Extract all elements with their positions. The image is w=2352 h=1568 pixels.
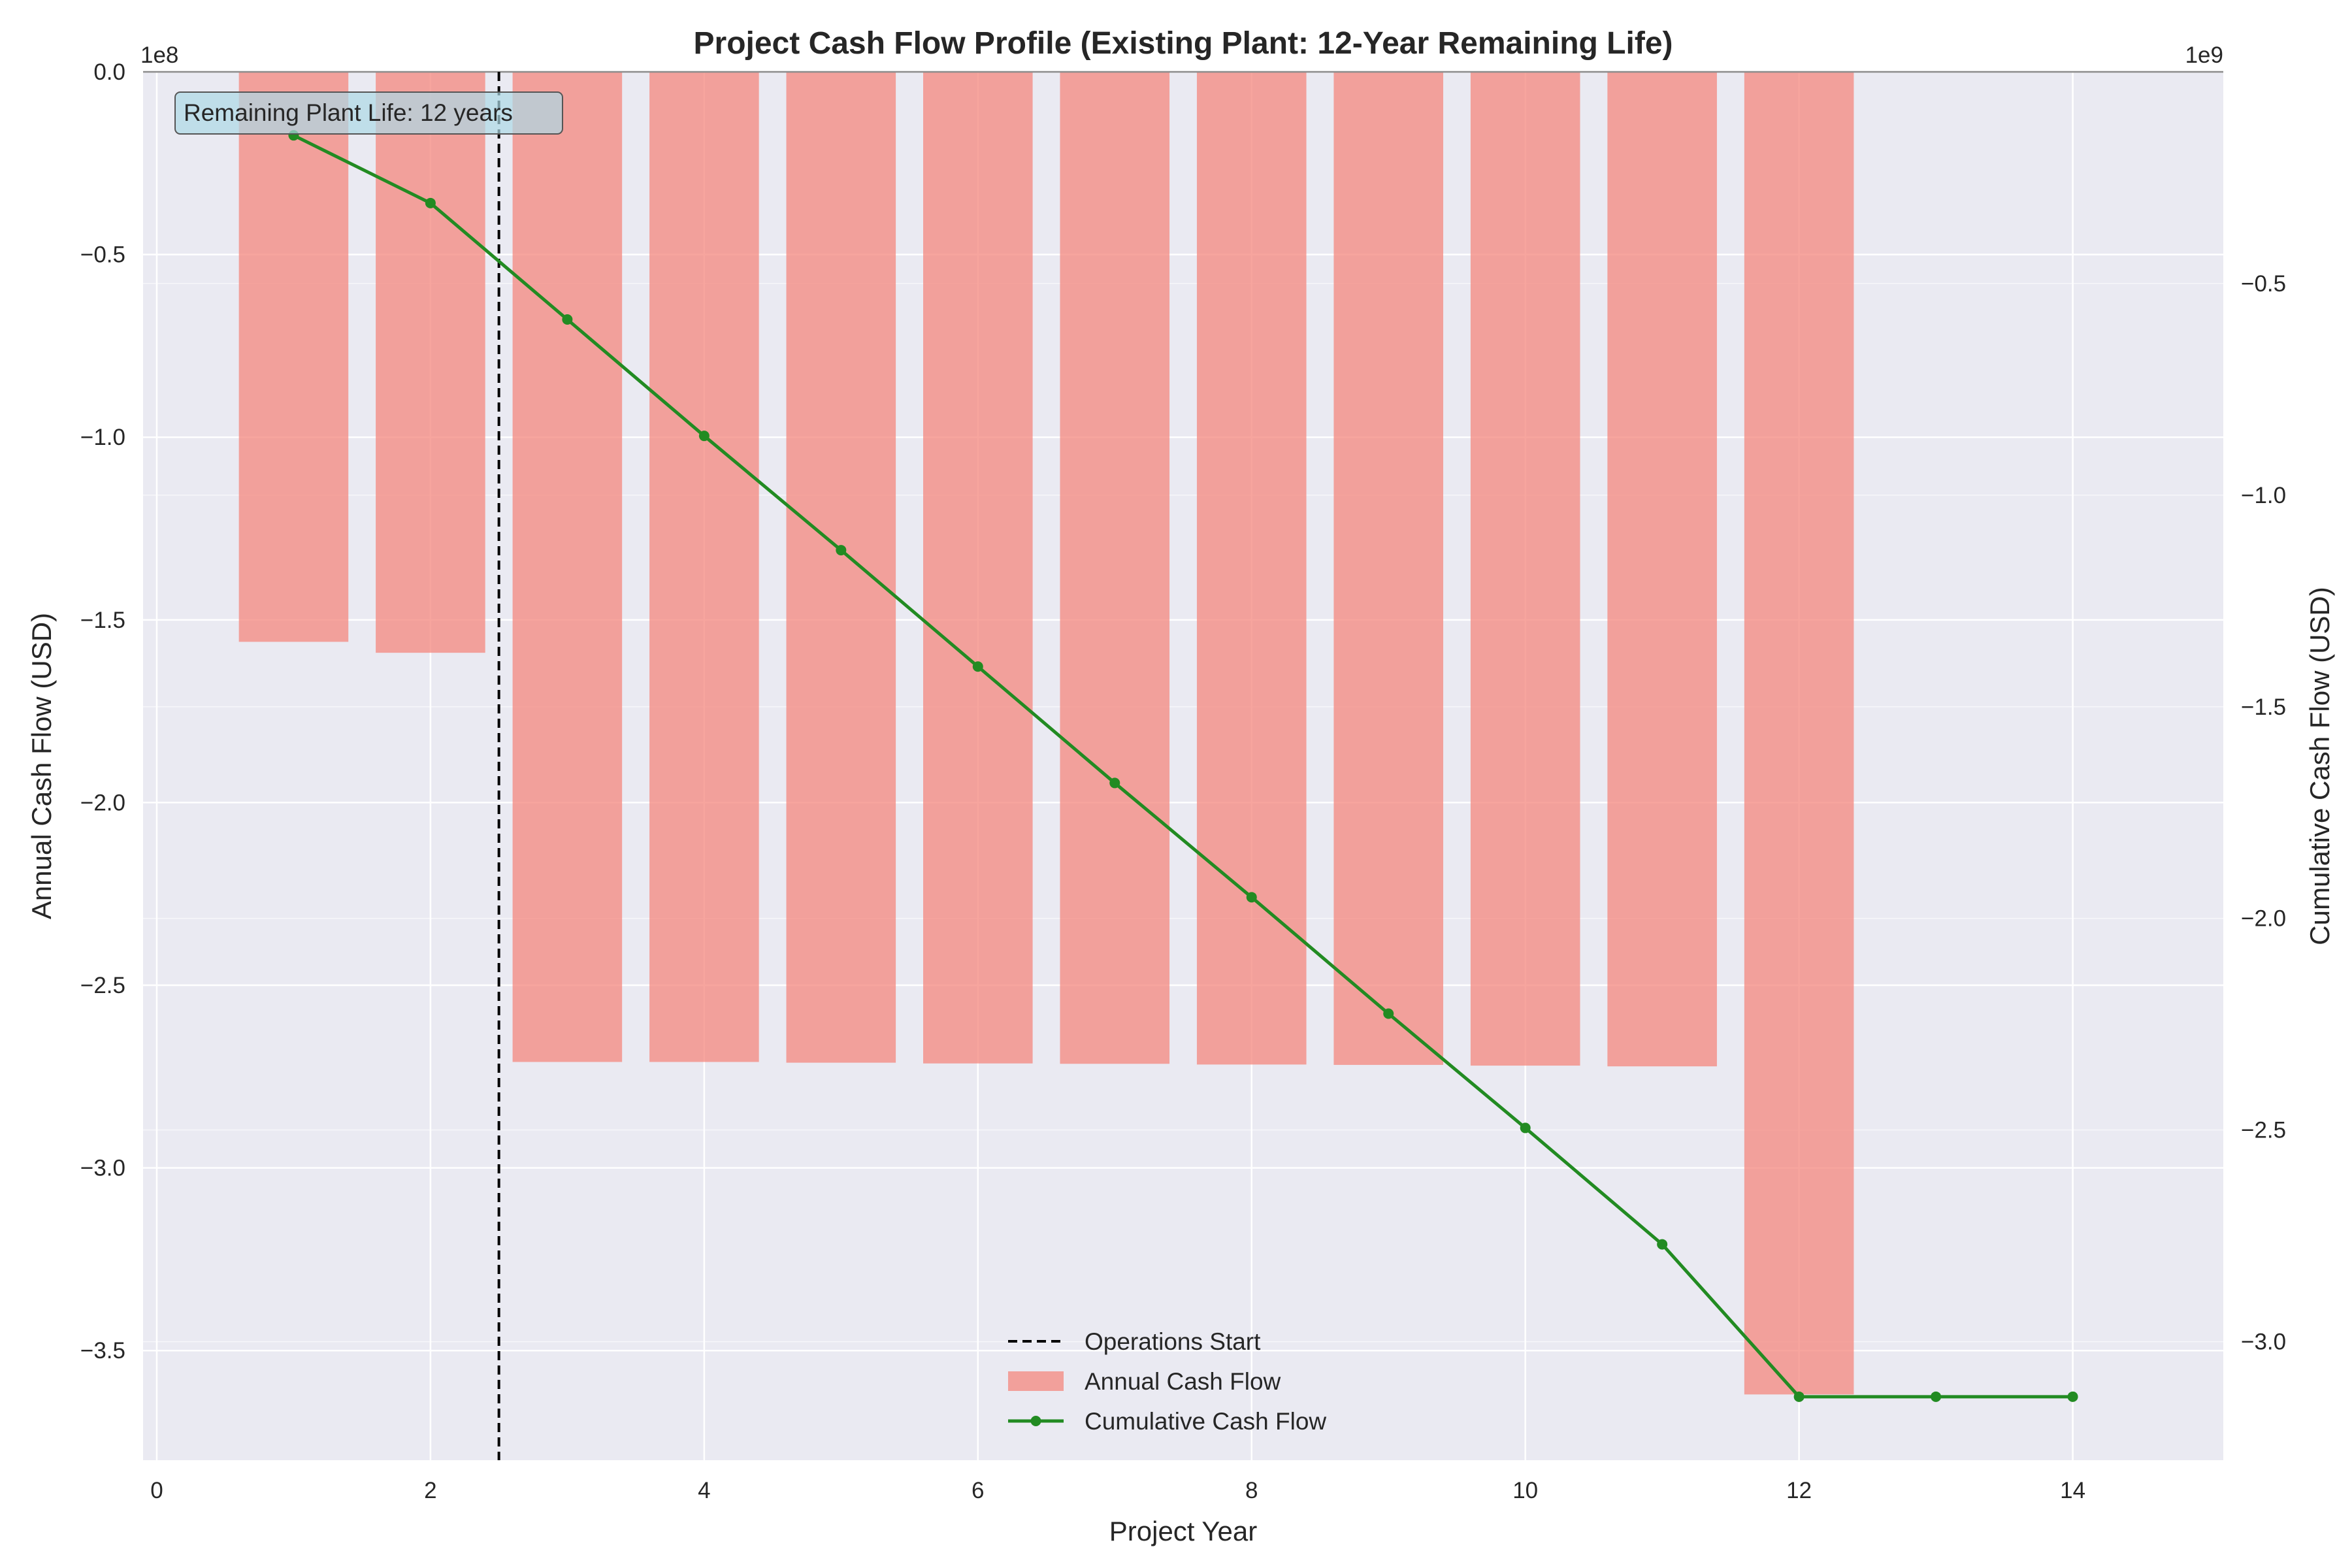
x-tick-label: 8 xyxy=(1245,1478,1258,1503)
remaining-life-annotation: Remaining Plant Life: 12 years xyxy=(174,91,563,135)
plot-area xyxy=(143,72,2223,1460)
x-axis-label: Project Year xyxy=(1109,1516,1258,1546)
y-tick-label: −3.5 xyxy=(80,1338,125,1364)
annotation-box xyxy=(174,91,563,135)
annual-cash-flow-bar xyxy=(238,72,349,642)
y-tick-labels: 0.0 −0.5 −1.0 −1.5 −2.0 −2.5 −3.0 −3.5 xyxy=(80,59,125,1364)
annual-cash-flow-bar xyxy=(786,72,896,1063)
cumulative-cash-flow-path xyxy=(293,133,2073,1399)
cumulative-cash-flow-point xyxy=(1657,1239,1668,1250)
x-tick-label: 6 xyxy=(972,1478,984,1503)
y2-tick-label: −1.5 xyxy=(2241,694,2286,720)
x-tick-label: 2 xyxy=(424,1478,436,1503)
cumulative-cash-flow-point xyxy=(2067,1391,2078,1402)
y2-tick-labels: −0.5 −1.0 −1.5 −2.0 −2.5 −3.0 xyxy=(2241,271,2286,1355)
legend-operations-start-label: Operations Start xyxy=(1085,1328,1261,1355)
cumulative-cash-flow-point xyxy=(562,314,573,325)
annual-cash-flow-bar xyxy=(376,72,485,653)
cumulative-cash-flow-point xyxy=(836,545,847,556)
y-axis-label: Annual Cash Flow (USD) xyxy=(26,613,57,919)
y2-tick-label: −1.0 xyxy=(2241,483,2286,508)
y-tick-label: −1.0 xyxy=(80,425,125,450)
legend-annual-cash-flow-swatch xyxy=(1008,1371,1064,1391)
cumulative-cash-flow-point xyxy=(1520,1122,1531,1134)
cumulative-cash-flow-point xyxy=(698,431,710,442)
x-tick-label: 0 xyxy=(150,1478,163,1503)
annual-cash-flow-bar xyxy=(512,72,623,1062)
cumulative-cash-flow-point xyxy=(972,661,983,672)
cumulative-cash-flow-line xyxy=(288,130,2078,1402)
chart-title: Project Cash Flow Profile (Existing Plan… xyxy=(694,26,1673,61)
x-tick-label: 14 xyxy=(2060,1478,2085,1503)
x-tick-label: 4 xyxy=(698,1478,710,1503)
y-tick-label: 0.0 xyxy=(93,59,125,85)
legend: Operations Start Annual Cash Flow Cumula… xyxy=(1008,1328,1326,1435)
annual-cash-flow-bar xyxy=(1333,72,1443,1065)
y-tick-label: −2.0 xyxy=(80,790,125,815)
cumulative-cash-flow-point xyxy=(1793,1391,1805,1402)
legend-annual-cash-flow-label: Annual Cash Flow xyxy=(1085,1368,1281,1395)
annual-cash-flow-bar xyxy=(1470,72,1580,1066)
annual-cash-flow-bar xyxy=(923,72,1033,1064)
annual-cash-flow-bar xyxy=(1060,72,1170,1064)
cumulative-cash-flow-point xyxy=(1246,892,1257,903)
annual-cash-flow-bars xyxy=(238,72,1854,1395)
legend-cumulative-cash-flow-marker xyxy=(1030,1416,1041,1426)
annual-cash-flow-bar xyxy=(1607,72,1717,1067)
cumulative-cash-flow-point xyxy=(425,197,436,208)
cumulative-cash-flow-point xyxy=(1383,1008,1394,1019)
x-tick-label: 10 xyxy=(1512,1478,1538,1503)
y2-tick-label: −2.0 xyxy=(2241,906,2286,932)
y2-tick-label: −0.5 xyxy=(2241,271,2286,297)
y2-tick-label: −2.5 xyxy=(2241,1118,2286,1143)
annual-cash-flow-bar xyxy=(1196,72,1307,1065)
annotation-text: Remaining Plant Life: 12 years xyxy=(184,99,513,126)
y-tick-label: −1.5 xyxy=(80,608,125,633)
y-offset-label: 1e8 xyxy=(140,42,178,68)
y-tick-label: −3.0 xyxy=(80,1156,125,1181)
y2-tick-label: −3.0 xyxy=(2241,1330,2286,1355)
legend-cumulative-cash-flow-label: Cumulative Cash Flow xyxy=(1085,1408,1326,1435)
y2-axis-label: Cumulative Cash Flow (USD) xyxy=(2304,587,2335,945)
annual-cash-flow-bar xyxy=(649,72,759,1062)
y-tick-label: −2.5 xyxy=(80,973,125,998)
annual-cash-flow-bar xyxy=(1744,72,1854,1395)
y2-offset-label: 1e9 xyxy=(2185,42,2223,68)
cumulative-cash-flow-point xyxy=(1109,777,1120,789)
x-tick-label: 12 xyxy=(1786,1478,1812,1503)
cumulative-cash-flow-point xyxy=(1931,1391,1942,1402)
y-tick-label: −0.5 xyxy=(80,242,125,268)
x-tick-labels: 0 2 4 6 8 10 12 14 xyxy=(150,1478,2085,1503)
